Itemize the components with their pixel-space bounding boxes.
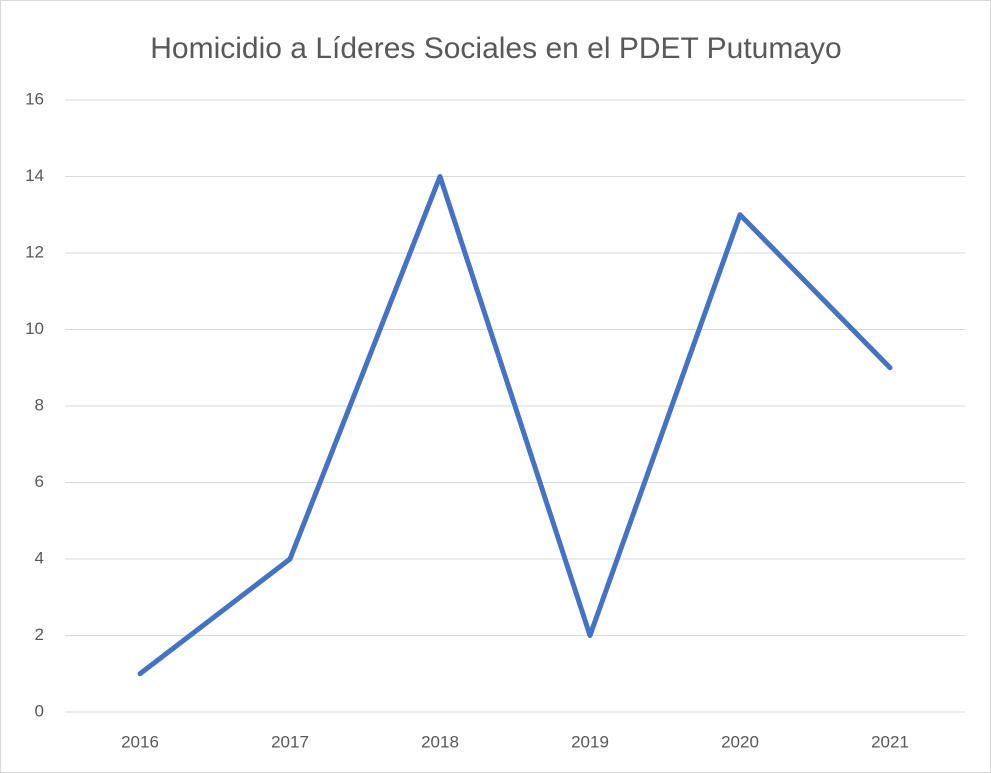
- chart-title: Homicidio a Líderes Sociales en el PDET …: [150, 32, 841, 65]
- x-tick-label: 2017: [271, 732, 309, 751]
- y-tick-label: 8: [35, 395, 44, 414]
- y-tick-label: 14: [25, 166, 44, 185]
- y-tick-label: 10: [25, 319, 44, 338]
- y-tick-label: 4: [35, 548, 44, 567]
- y-tick-label: 6: [35, 472, 44, 491]
- x-tick-label: 2016: [121, 732, 159, 751]
- x-tick-label: 2021: [871, 732, 909, 751]
- data-line: [137, 174, 893, 677]
- x-tick-label: 2020: [721, 732, 759, 751]
- x-tick-label: 2019: [571, 732, 609, 751]
- y-tick-label: 16: [25, 89, 44, 108]
- y-tick-label: 2: [35, 625, 44, 644]
- y-tick-label: 12: [25, 242, 44, 261]
- y-tick-label: 0: [35, 701, 44, 720]
- x-tick-label: 2018: [421, 732, 459, 751]
